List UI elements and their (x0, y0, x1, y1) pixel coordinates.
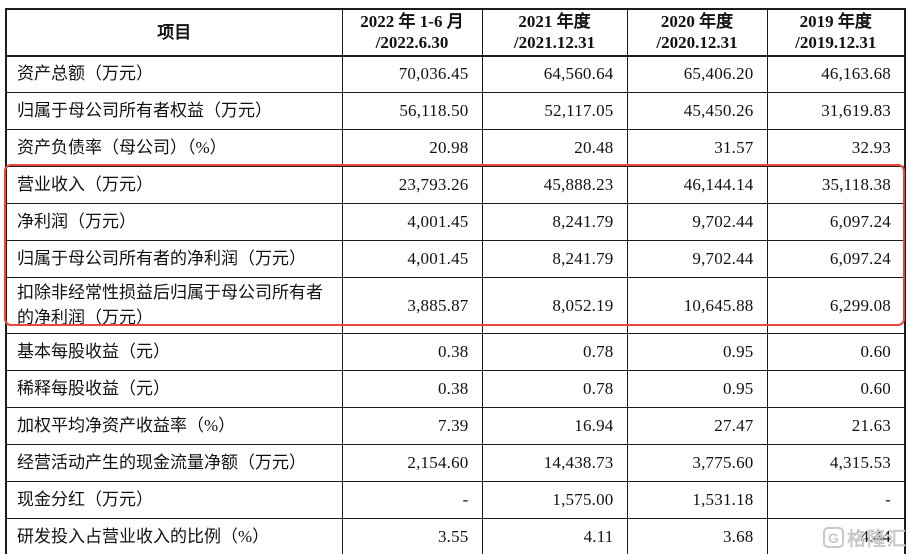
cell-value: 23,793.26 (341, 166, 483, 204)
row-label: 归属于母公司所有者权益（万元） (5, 92, 343, 130)
cell-value: 0.38 (341, 370, 483, 409)
cell-value: 56,118.50 (341, 92, 483, 130)
cell-value: 6,097.24 (766, 203, 906, 241)
cell-value: 0.95 (626, 333, 768, 372)
table-row: 加权平均净资产收益率（%） 7.39 16.94 27.47 21.63 (5, 407, 906, 446)
gelonghui-watermark: G 格隆汇 (822, 524, 907, 551)
col-header-period-2021: 2021 年度 /2021.12.31 (481, 8, 628, 57)
row-label: 现金分红（万元） (5, 481, 343, 520)
row-label: 经营活动产生的现金流量净额（万元） (5, 444, 343, 483)
cell-value: 31,619.83 (766, 92, 906, 130)
cell-value: 0.60 (766, 333, 906, 372)
col-header-period-2020: 2020 年度 /2020.12.31 (626, 8, 768, 57)
cell-value: 7.39 (341, 407, 483, 446)
cell-value: 4,001.45 (341, 203, 483, 241)
table-row: 扣除非经常性损益后归属于母公司所有者的净利润（万元） 3,885.87 8,052.… (5, 276, 906, 335)
row-label: 净利润（万元） (5, 203, 343, 241)
cell-value: 0.78 (481, 370, 628, 409)
row-label: 稀释每股收益（元） (5, 370, 343, 409)
watermark-text: 格隆汇 (846, 529, 907, 550)
cell-value: 8,052.19 (481, 276, 628, 335)
cell-value: 1,531.18 (626, 481, 768, 520)
col-header-period-2022: 2022 年 1-6 月 /2022.6.30 (341, 8, 483, 57)
cell-value: 4.11 (481, 518, 628, 554)
financial-indicators-table: 项目 2022 年 1-6 月 /2022.6.30 2021 年度 /2021… (5, 8, 906, 554)
cell-value: 27.47 (626, 407, 768, 446)
row-label: 研发投入占营业收入的比例（%） (5, 518, 343, 554)
cell-value: 31.57 (626, 129, 768, 167)
table-row: 归属于母公司所有者权益（万元） 56,118.50 52,117.05 45,450.… (5, 92, 906, 130)
cell-value: 35,118.38 (766, 166, 906, 204)
cell-value: 46,163.68 (766, 55, 906, 93)
table-row: 归属于母公司所有者的净利润（万元） 4,001.45 8,241.79 9,702.4… (5, 240, 906, 278)
table-header-row: 项目 2022 年 1-6 月 /2022.6.30 2021 年度 /2021… (5, 8, 906, 57)
cell-value: 45,450.26 (626, 92, 768, 130)
cell-value: 52,117.05 (481, 92, 628, 130)
row-label: 基本每股收益（元） (5, 333, 343, 372)
cell-value: 70,036.45 (341, 55, 483, 93)
cell-value: 2,154.60 (341, 444, 483, 483)
cell-value: 4,001.45 (341, 240, 483, 278)
cell-value: 0.95 (626, 370, 768, 409)
row-label: 加权平均净资产收益率（%） (5, 407, 343, 446)
col-header-item: 项目 (5, 8, 343, 57)
table-row: 资产总额（万元） 70,036.45 64,560.64 65,406.20 46,16… (5, 55, 906, 93)
cell-value: 0.38 (341, 333, 483, 372)
gelonghui-logo-icon: G (822, 527, 844, 548)
cell-value: 0.78 (481, 333, 628, 372)
table-row: 净利润（万元） 4,001.45 8,241.79 9,702.44 6,097.24 (5, 203, 906, 241)
cell-value: 8,241.79 (481, 203, 628, 241)
table-row: 现金分红（万元） -1,575.00 1,531.18- (5, 481, 906, 520)
row-label: 扣除非经常性损益后归属于母公司所有者的净利润（万元） (5, 276, 343, 335)
cell-value: 16.94 (481, 407, 628, 446)
row-label: 营业收入（万元） (5, 166, 343, 204)
col-header-item-label: 项目 (157, 22, 192, 42)
cell-value: 9,702.44 (626, 203, 768, 241)
cell-value: 45,888.23 (481, 166, 628, 204)
cell-value: 8,241.79 (481, 240, 628, 278)
cell-value: - (341, 481, 483, 520)
row-label: 归属于母公司所有者的净利润（万元） (5, 240, 343, 278)
cell-value: 0.60 (766, 370, 906, 409)
col-header-period-2019: 2019 年度 /2019.12.31 (766, 8, 906, 57)
cell-value: 1,575.00 (481, 481, 628, 520)
cell-value: 20.48 (481, 129, 628, 167)
table-row: 稀释每股收益（元） 0.38 0.78 0.95 0.60 (5, 370, 906, 409)
cell-value: 14,438.73 (481, 444, 628, 483)
table-row: 营业收入（万元） 23,793.26 45,888.23 46,144.14 35,11… (5, 166, 906, 204)
table-row: 经营活动产生的现金流量净额（万元） 2,154.60 14,438.73 3,775.… (5, 444, 906, 483)
cell-value: 6,097.24 (766, 240, 906, 278)
cell-value: 4,315.53 (766, 444, 906, 483)
cell-value: 64,560.64 (481, 55, 628, 93)
cell-value: 65,406.20 (626, 55, 768, 93)
table-row: 研发投入占营业收入的比例（%） 3.55 4.11 3.68 4.44 (5, 518, 906, 554)
cell-value: 4.44 (766, 518, 906, 554)
cell-value: 3.55 (341, 518, 483, 554)
cell-value: 10,645.88 (626, 276, 768, 335)
cell-value: - (766, 481, 906, 520)
table-row: 基本每股收益（元） 0.38 0.78 0.95 0.60 (5, 333, 906, 372)
cell-value: 6,299.08 (766, 276, 906, 335)
cell-value: 20.98 (341, 129, 483, 167)
row-label: 资产负债率（母公司）（%） (5, 129, 343, 167)
cell-value: 46,144.14 (626, 166, 768, 204)
cell-value: 3,885.87 (341, 276, 483, 335)
row-label: 资产总额（万元） (5, 55, 343, 93)
cell-value: 3.68 (626, 518, 768, 554)
cell-value: 9,702.44 (626, 240, 768, 278)
table-row: 资产负债率（母公司）（%） 20.98 20.48 31.57 32.93 (5, 129, 906, 167)
cell-value: 32.93 (766, 129, 906, 167)
cell-value: 21.63 (766, 407, 906, 446)
cell-value: 3,775.60 (626, 444, 768, 483)
